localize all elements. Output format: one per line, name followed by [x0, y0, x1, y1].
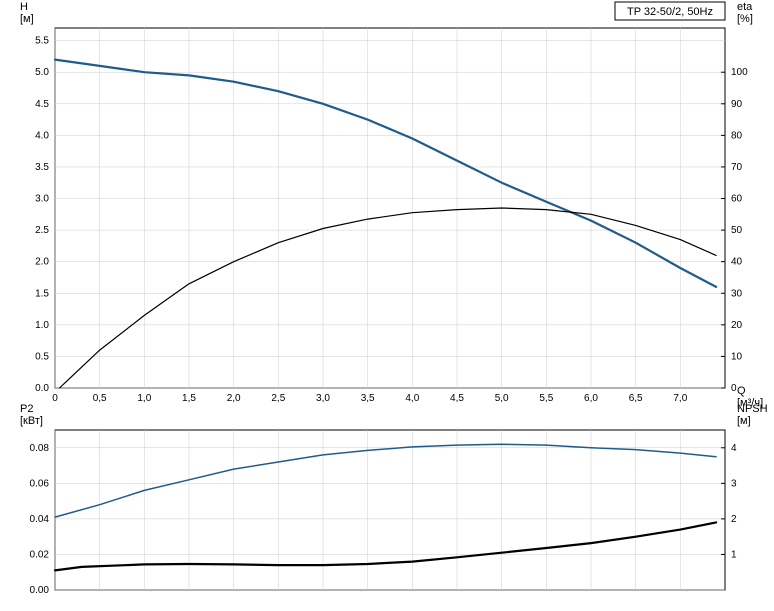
title-text: TP 32-50/2, 50Hz	[627, 6, 713, 18]
yrtick-label: 90	[731, 99, 743, 110]
yrtick-label: 60	[731, 194, 743, 205]
yltick-label: 0.0	[35, 383, 49, 394]
xtick-label: 1,5	[182, 393, 196, 404]
yltick-label: 0.06	[30, 478, 50, 489]
npsh-curve	[55, 522, 716, 570]
xtick-label: 0,5	[93, 393, 107, 404]
yl-unit: [кВт]	[20, 415, 43, 427]
xtick-label: 5,5	[539, 393, 553, 404]
yrtick-label: 4	[731, 443, 737, 454]
xtick-label: 5,0	[495, 393, 509, 404]
yltick-label: 2.0	[35, 257, 49, 268]
yrtick-label: 30	[731, 288, 743, 299]
yltick-label: 3.0	[35, 194, 49, 205]
yltick-label: 3.5	[35, 162, 49, 173]
xtick-label: 2,0	[227, 393, 241, 404]
yltick-label: 0.04	[30, 514, 50, 525]
yr-unit: [м]	[737, 415, 751, 427]
pump-curve-chart: 0 0,5 1,0 1,5 2,0 2,5 3,0 3,5 4,0 4,5 5,0 5,5 6,0 6,5…	[0, 0, 774, 611]
yrtick-label: 80	[731, 130, 743, 141]
yltick-label: 1.5	[35, 288, 49, 299]
xtick-label: 3,5	[361, 393, 375, 404]
yltick-label: 0.00	[30, 585, 50, 596]
yrtick-label: 70	[731, 162, 743, 173]
plot-border	[55, 430, 725, 590]
yrtick-label: 50	[731, 225, 743, 236]
yrtick-label: 40	[731, 257, 743, 268]
xtick-label: 3,0	[316, 393, 330, 404]
yrtick-label: 10	[731, 351, 743, 362]
yltick-label: 4.0	[35, 130, 49, 141]
xtick-label: 6,0	[584, 393, 598, 404]
yltick-label: 0.02	[30, 549, 50, 560]
head-curve	[55, 60, 716, 287]
yltick-label: 0.08	[30, 443, 50, 454]
yl-unit: [м]	[20, 13, 34, 25]
x-label: Q	[737, 385, 746, 397]
yrtick-label: 3	[731, 478, 737, 489]
yl-label: P2	[20, 403, 33, 415]
yltick-label: 2.5	[35, 225, 49, 236]
yr-unit: [%]	[737, 13, 753, 25]
eta-curve	[60, 208, 717, 388]
yltick-label: 5.0	[35, 67, 49, 78]
xtick-label: 2,5	[271, 393, 285, 404]
power-curve	[55, 444, 716, 517]
yrtick-label: 2	[731, 514, 737, 525]
xtick-label: 4,0	[405, 393, 419, 404]
yltick-label: 1.0	[35, 320, 49, 331]
yltick-label: 5.5	[35, 36, 49, 47]
xtick-label: 4,5	[450, 393, 464, 404]
xtick-label: 0	[52, 393, 58, 404]
xtick-label: 6,5	[629, 393, 643, 404]
yr-label: eta	[737, 1, 753, 13]
xtick-label: 1,0	[137, 393, 151, 404]
yrtick-label: 100	[731, 67, 748, 78]
yltick-label: 0.5	[35, 351, 49, 362]
xtick-label: 7,0	[673, 393, 687, 404]
yl-label: H	[20, 1, 28, 13]
yr-label: NPSH	[737, 403, 768, 415]
plot-border	[55, 28, 725, 388]
yrtick-label: 1	[731, 549, 737, 560]
yltick-label: 4.5	[35, 99, 49, 110]
yrtick-label: 20	[731, 320, 743, 331]
